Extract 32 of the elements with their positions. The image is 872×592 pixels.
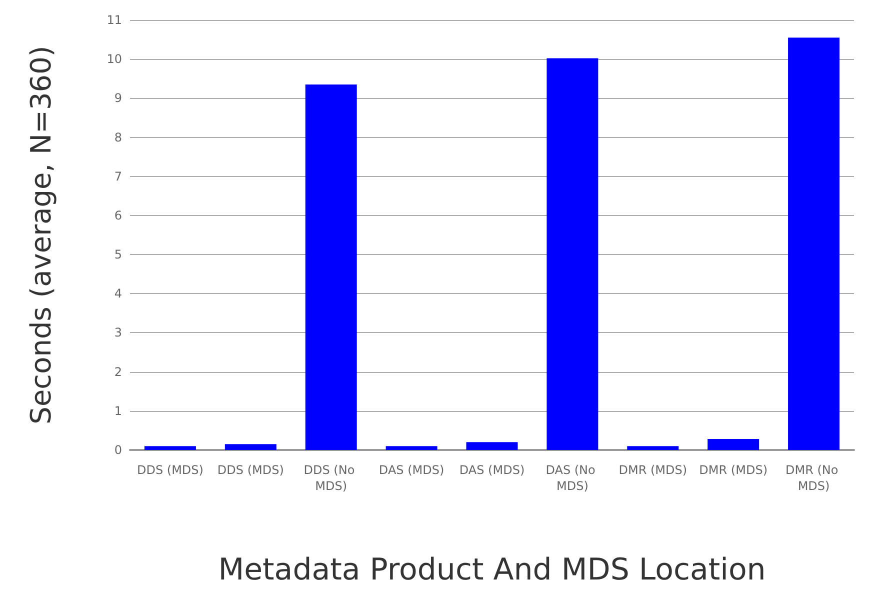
bar xyxy=(144,446,196,450)
x-axis-title: Metadata Product And MDS Location xyxy=(218,552,766,588)
y-tick-label: 11 xyxy=(106,13,122,27)
x-tick-label: DAS (MDS) xyxy=(459,463,525,477)
y-tick-label: 5 xyxy=(114,248,122,262)
y-axis-title: Seconds (average, N=360) xyxy=(24,46,58,424)
y-tick-label: 0 xyxy=(114,443,122,457)
x-tick-label: DMR (No MDS) xyxy=(785,463,842,493)
bar xyxy=(305,84,357,450)
bar xyxy=(546,58,598,450)
y-tick-label: 6 xyxy=(114,208,122,222)
y-tick-label: 10 xyxy=(106,52,122,66)
y-tick-label: 1 xyxy=(114,404,122,418)
x-tick-label: DAS (MDS) xyxy=(378,463,444,477)
bar xyxy=(708,439,760,450)
bar xyxy=(386,446,438,450)
x-tick-label: DMR (MDS) xyxy=(618,463,688,477)
y-tick-label: 8 xyxy=(114,130,122,144)
bar xyxy=(788,38,840,450)
x-tick-label: DDS (MDS) xyxy=(136,463,204,477)
bar xyxy=(466,442,518,450)
bar xyxy=(627,446,679,450)
y-tick-label: 7 xyxy=(114,169,122,184)
bar xyxy=(224,444,276,450)
x-tick-label: DMR (MDS) xyxy=(699,463,768,477)
x-tick-label: DAS (No MDS) xyxy=(546,463,600,493)
x-tick-label: DDS (No MDS) xyxy=(304,463,358,493)
y-tick-label: 4 xyxy=(114,286,122,301)
y-tick-label: 9 xyxy=(114,91,122,106)
y-tick-label: 2 xyxy=(114,364,122,379)
y-tick-label: 3 xyxy=(114,326,122,340)
x-tick-label: DDS (MDS) xyxy=(217,463,284,477)
